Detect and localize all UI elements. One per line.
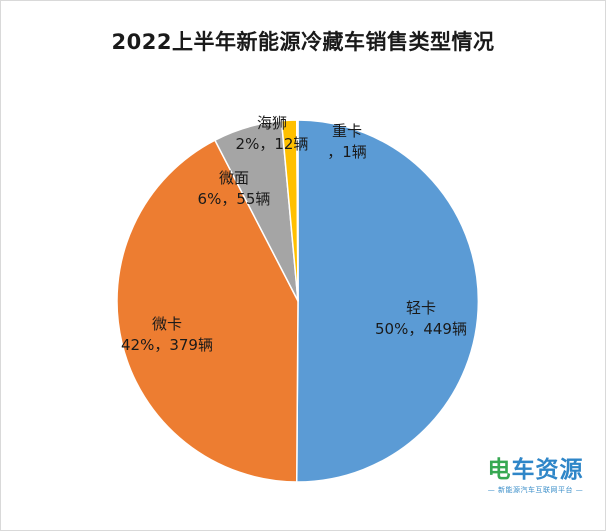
- pie-slice-0: [295, 119, 480, 483]
- pie-slice-1: [116, 139, 299, 483]
- labels-layer: 轻卡 50%，449辆 微卡 42%，379辆 微面 6%，55辆 海狮 2%，12辆 重卡 ，1…: [121, 114, 467, 354]
- slice-label-name-3: 海狮: [257, 114, 287, 132]
- slice-label-name-4: 重卡: [332, 122, 362, 140]
- slice-label-value-2: 6%，55辆: [198, 190, 271, 208]
- watermark-brand-first: 电: [487, 457, 512, 483]
- slice-label-value-4: ，1辆: [327, 143, 367, 161]
- slice-label-value-3: 2%，12辆: [236, 135, 309, 153]
- pie-slice-4: [295, 119, 299, 302]
- slice-label-value-1: 42%，379辆: [121, 336, 213, 354]
- watermark-tagline: — 新能源汽车互联网平台 —: [487, 486, 584, 494]
- slices-layer: [116, 119, 480, 483]
- slice-label-name-1: 微卡: [152, 315, 182, 333]
- chart-title: 2022上半年新能源冷藏车销售类型情况: [111, 30, 495, 54]
- slice-label-value-0: 50%，449辆: [375, 320, 467, 338]
- slice-label-name-2: 微面: [219, 169, 249, 187]
- watermark-brand: 电车资源: [478, 450, 593, 484]
- slice-label-name-0: 轻卡: [406, 299, 436, 317]
- watermark-logo: 电车资源 — 新能源汽车互联网平台 —: [478, 450, 593, 495]
- watermark-brand-rest: 车资源: [511, 457, 584, 483]
